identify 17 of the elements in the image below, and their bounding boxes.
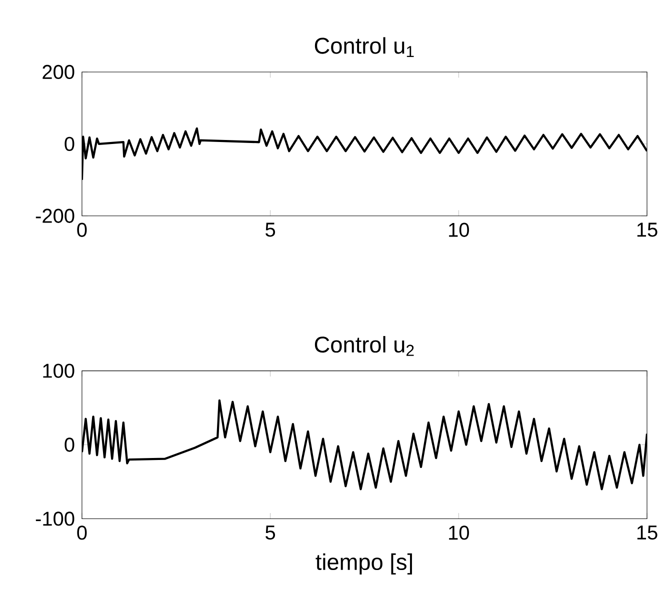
x-tick-label: 15	[637, 526, 658, 540]
x-axis-title: tiempo [s]	[316, 554, 412, 575]
x-tick-label: 5	[266, 526, 276, 540]
y-tick-label: 0	[64, 438, 74, 452]
y-tick-label: 100	[43, 364, 74, 378]
x-tick-label: 0	[77, 526, 87, 540]
chart-title: Control u$_{2}$	[314, 336, 414, 356]
x-tick-label: 15	[637, 222, 658, 237]
x-tick-label: 10	[449, 526, 469, 540]
y-tick-label: -200	[36, 208, 74, 224]
y-tick-label: 0	[64, 137, 74, 152]
x-tick-label: 5	[266, 222, 276, 237]
y-tick-label: -100	[36, 512, 74, 526]
x-tick-label: 10	[449, 222, 469, 238]
chart-title: Control u$_{1}$	[314, 37, 414, 58]
x-tick-label: 0	[77, 222, 87, 238]
y-tick-label: 200	[42, 65, 74, 80]
